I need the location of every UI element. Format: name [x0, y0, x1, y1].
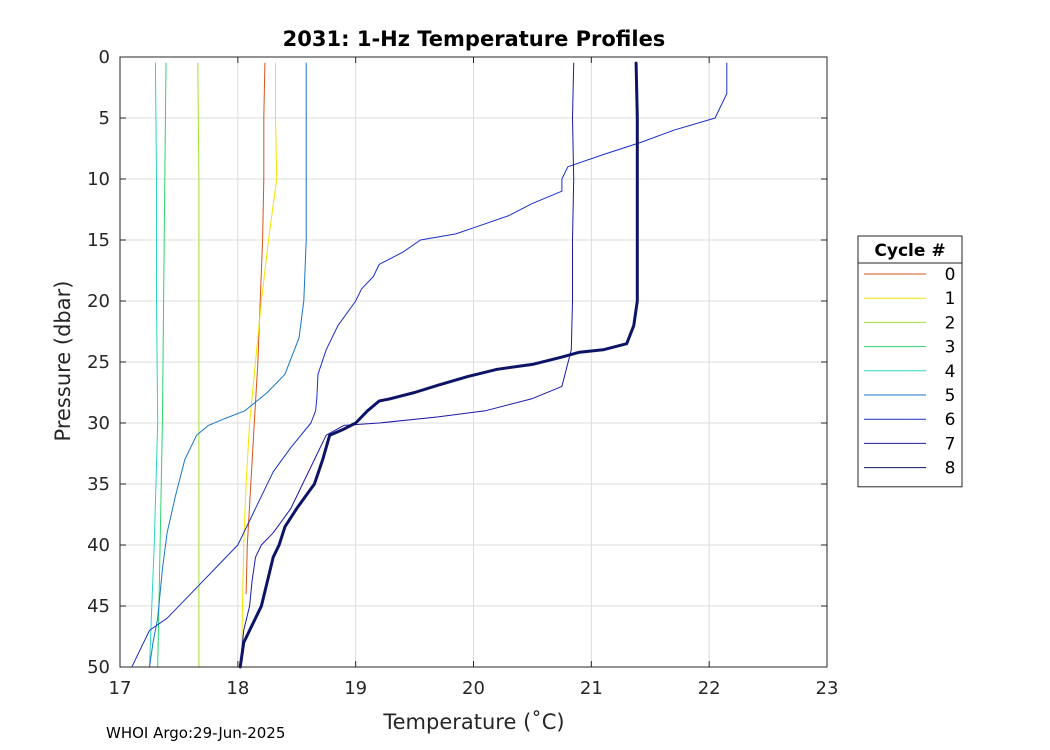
series-line-5 — [149, 62, 307, 668]
x-tick-label: 21 — [580, 678, 603, 699]
series-line-0 — [245, 62, 266, 595]
y-tick-label: 15 — [87, 230, 110, 251]
chart-title: 2031: 1-Hz Temperature Profiles — [283, 27, 666, 51]
y-tick-label: 0 — [99, 47, 110, 68]
footer-text: WHOI Argo:29-Jun-2025 — [106, 724, 286, 742]
legend-label-2: 2 — [945, 313, 956, 333]
legend-label-3: 3 — [945, 338, 956, 358]
x-tick-label: 20 — [462, 678, 485, 699]
y-tick-label: 35 — [87, 474, 110, 495]
y-tick-label: 5 — [99, 108, 110, 129]
series-line-7 — [239, 62, 575, 668]
x-tick-label: 19 — [344, 678, 367, 699]
legend-label-8: 8 — [945, 459, 956, 479]
series-line-4 — [149, 62, 159, 668]
ticks: 17 18 19 20 21 22 23 0 5 10 15 20 25 30 35 40 45 50 — [87, 47, 838, 699]
y-tick-label: 10 — [87, 169, 110, 190]
y-tick-label: 45 — [87, 596, 110, 617]
x-tick-label: 22 — [698, 678, 721, 699]
x-axis-label: Temperature (˚C) — [382, 710, 564, 734]
series-line-6 — [131, 62, 728, 668]
legend-box — [857, 235, 963, 488]
series-line-8 — [238, 61, 639, 669]
x-tick-label: 17 — [109, 678, 132, 699]
legend-title: Cycle # — [874, 241, 945, 261]
legend-label-5: 5 — [945, 386, 956, 406]
y-tick-label: 50 — [87, 657, 110, 678]
series-line-2 — [197, 62, 200, 668]
legend-label-4: 4 — [945, 362, 956, 382]
y-axis-label: Pressure (dbar) — [51, 281, 75, 442]
y-tick-label: 25 — [87, 352, 110, 373]
plot-lines — [131, 61, 728, 669]
legend: Cycle #0 1 2 3 4 5 6 7 8 — [857, 235, 963, 488]
x-tick-label: 18 — [226, 678, 249, 699]
legend-label-7: 7 — [945, 434, 956, 454]
legend-label-1: 1 — [945, 289, 956, 309]
series-line-1 — [240, 62, 278, 668]
legend-label-6: 6 — [945, 410, 956, 430]
y-tick-label: 30 — [87, 413, 110, 434]
y-tick-label: 40 — [87, 535, 110, 556]
y-tick-label: 20 — [87, 291, 110, 312]
x-tick-label: 23 — [816, 678, 839, 699]
legend-label-0: 0 — [945, 265, 956, 285]
